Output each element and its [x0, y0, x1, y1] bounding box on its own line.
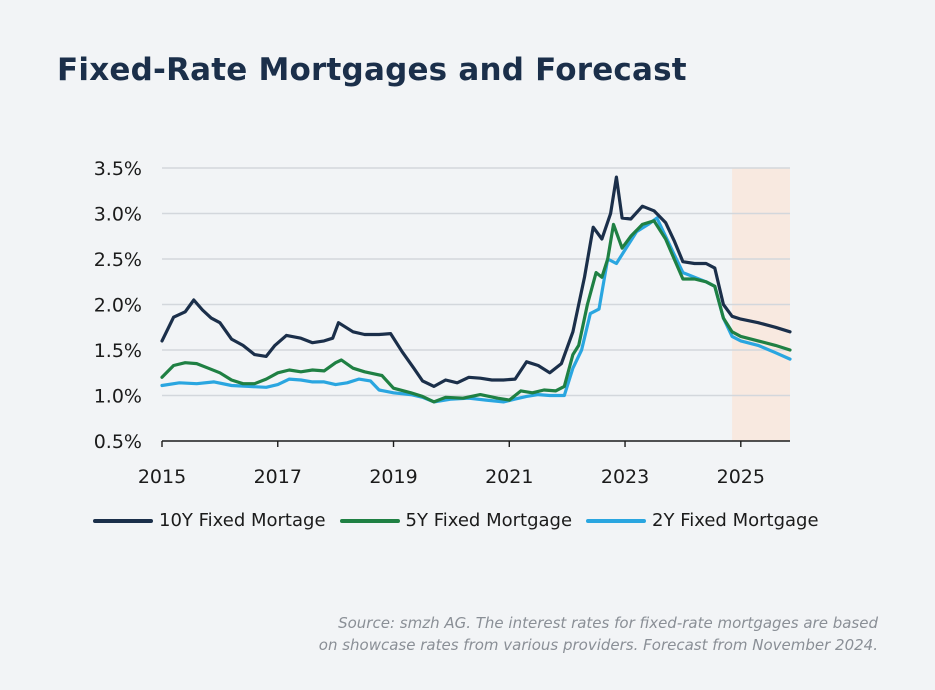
x-tick-label: 2015: [138, 466, 186, 488]
legend-item-2y: 2Y Fixed Mortgage: [586, 510, 819, 531]
source-line-2: on showcase rates from various providers…: [318, 636, 878, 654]
x-tick-label: 2023: [601, 466, 649, 488]
y-tick-label: 2.5%: [94, 249, 142, 271]
legend-item-10y: 10Y Fixed Mortage: [93, 510, 326, 531]
legend-item-5y: 5Y Fixed Mortgage: [339, 510, 573, 531]
line-chart: 0.5% 1.0% 1.5% 2.0% 2.5% 3.0% 3.5% 2015 2017 2019…: [94, 158, 792, 488]
series-10y-line: [160, 175, 792, 388]
chart-title: Fixed-Rate Mortgages and Forecast: [57, 52, 687, 88]
legend-swatch-10y: [93, 518, 153, 523]
legend-label-2y: 2Y Fixed Mortgage: [652, 510, 819, 531]
legend-label-5y: 5Y Fixed Mortgage: [405, 510, 573, 531]
legend-label-10y: 10Y Fixed Mortage: [159, 510, 326, 531]
legend-swatch-5y: [339, 518, 400, 523]
chart-legend: 10Y Fixed Mortage 5Y Fixed Mortgage 2Y F…: [93, 510, 833, 531]
y-tick-label: 2.0%: [94, 295, 142, 317]
legend-swatch-2y: [586, 518, 647, 523]
y-tick-label: 1.0%: [94, 386, 142, 408]
y-tick-label: 0.5%: [94, 431, 142, 453]
y-tick-label: 3.0%: [94, 204, 142, 226]
x-tick-label: 2017: [254, 466, 302, 488]
series-2y-line: [160, 216, 792, 404]
x-tick-label: 2025: [717, 466, 765, 488]
y-tick-label: 1.5%: [94, 340, 142, 362]
x-tick-label: 2019: [369, 466, 417, 488]
source-note: Source: smzh AG. The interest rates for …: [278, 612, 878, 656]
y-tick-label: 3.5%: [94, 158, 142, 180]
x-tick-label: 2021: [485, 466, 533, 488]
series-5y-line: [160, 219, 792, 404]
source-line-1: Source: smzh AG. The interest rates for …: [338, 614, 878, 632]
